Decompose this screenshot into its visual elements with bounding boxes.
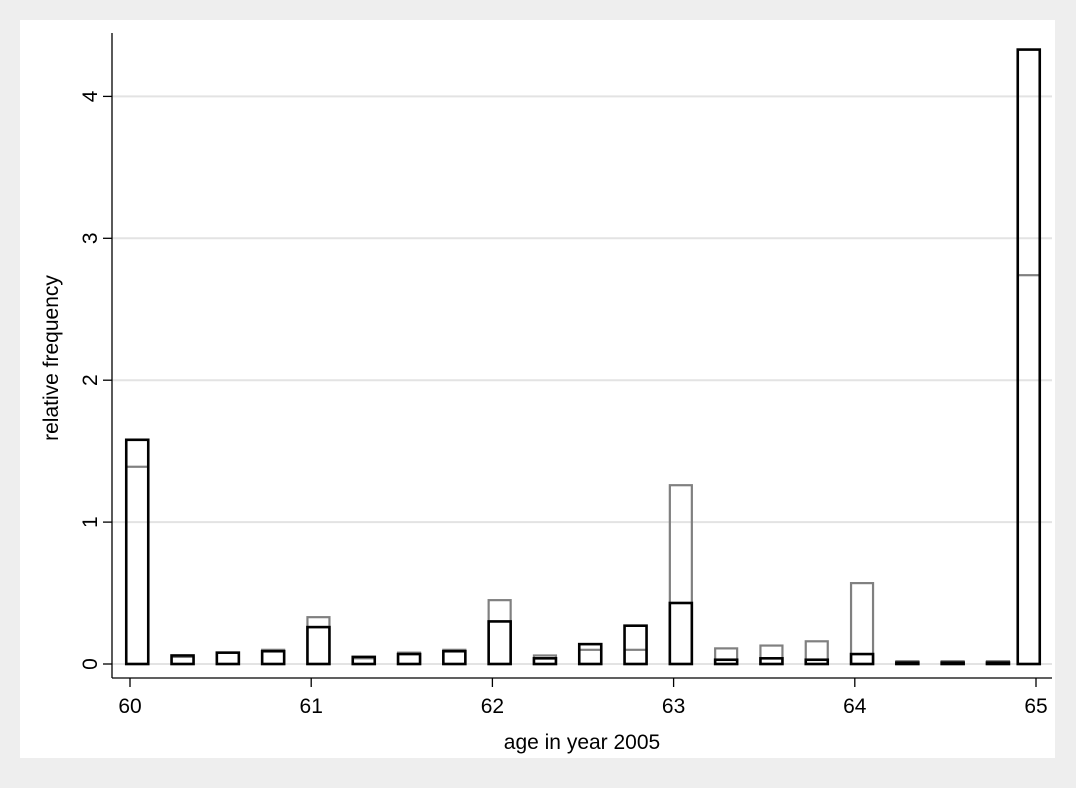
bar-series2-20 xyxy=(1016,48,1042,666)
y-tick-label: 2 xyxy=(79,374,102,386)
bar-series2-6 xyxy=(396,652,422,666)
bar-series2-13 xyxy=(713,658,739,666)
axes xyxy=(111,33,1052,679)
bars xyxy=(124,48,1042,666)
y-axis-label: relative frequency xyxy=(40,275,63,441)
bar-series2-10 xyxy=(577,642,603,666)
y-tick-label: 0 xyxy=(79,658,102,670)
bar-series2-18 xyxy=(940,661,965,666)
bar-series2-1 xyxy=(170,654,195,666)
x-tick-label: 60 xyxy=(118,695,141,718)
bar-series2-7 xyxy=(442,649,467,666)
x-tick-label: 61 xyxy=(300,695,323,718)
bar-series2-3 xyxy=(260,649,286,666)
x-tick-label: 65 xyxy=(1024,695,1047,718)
bar-series2-9 xyxy=(532,657,558,666)
bar-series2-2 xyxy=(215,651,241,666)
plot-area xyxy=(20,20,1055,758)
bar-series2-19 xyxy=(985,661,1011,666)
x-axis-label: age in year 2005 xyxy=(504,731,660,754)
x-tick-label: 63 xyxy=(662,695,685,718)
bar-series2-17 xyxy=(895,661,920,666)
bar-series2-12 xyxy=(668,601,694,666)
y-tick-label: 3 xyxy=(79,232,102,244)
bar-series2-16 xyxy=(849,652,875,666)
bar-series2-8 xyxy=(487,620,512,666)
bar-series2-0 xyxy=(124,438,150,666)
y-tick-label: 1 xyxy=(79,516,102,528)
x-tick-label: 62 xyxy=(481,695,504,718)
bar-series2-11 xyxy=(623,624,648,666)
bar-series2-5 xyxy=(351,655,377,666)
bar-series2-4 xyxy=(306,625,331,666)
bar-series2-14 xyxy=(759,657,784,666)
x-tick-label: 64 xyxy=(843,695,867,718)
y-tick-label: 4 xyxy=(79,90,102,102)
tick-marks: 0 1 2 3 4 60 61 62 63 64 65 xyxy=(79,90,1048,718)
bar-series2-15 xyxy=(804,658,830,666)
